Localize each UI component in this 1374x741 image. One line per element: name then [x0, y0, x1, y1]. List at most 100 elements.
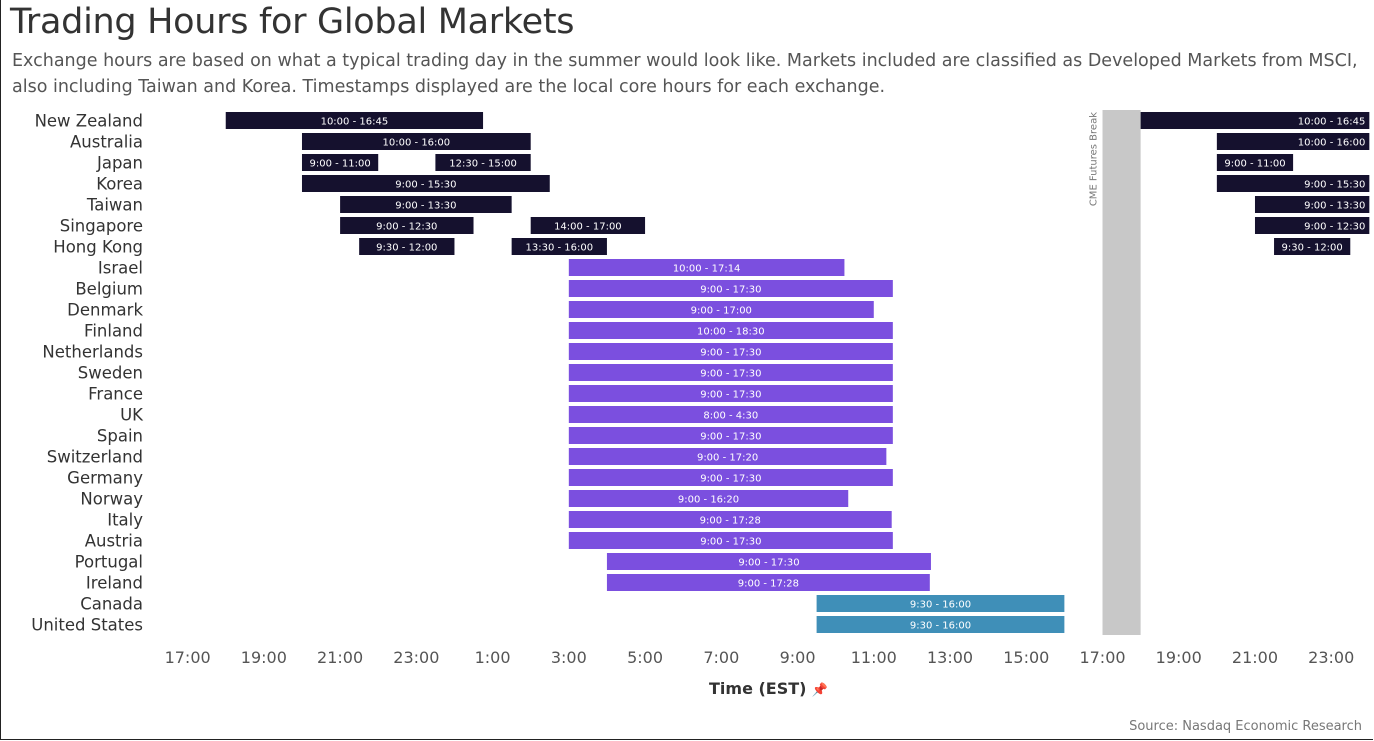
session-bar [301, 154, 379, 171]
session-bar [568, 448, 887, 465]
market-label: United States [31, 616, 143, 635]
session-bar [568, 490, 849, 507]
session-bar [1216, 175, 1370, 192]
session-bar [1254, 196, 1370, 213]
market-label: Switzerland [47, 448, 143, 467]
session-label: 9:00 - 17:30 [700, 369, 761, 380]
chart-title: Trading Hours for Global Markets [10, 2, 575, 42]
session-bar [1216, 133, 1370, 150]
session-bar [568, 259, 845, 276]
cme-break-band [1102, 110, 1141, 635]
session-label: 13:30 - 16:00 [525, 243, 593, 254]
market-label: Singapore [60, 217, 143, 236]
session-label: 10:00 - 16:00 [1298, 138, 1366, 149]
source-note: Source: Nasdaq Economic Research [1129, 719, 1362, 734]
session-bar [359, 238, 455, 255]
market-label: Germany [67, 469, 143, 488]
session-bar [340, 196, 512, 213]
session-label: 9:00 - 11:00 [1224, 159, 1285, 170]
session-bar [568, 343, 893, 360]
x-tick-label: 5:00 [627, 648, 663, 667]
market-label: Italy [107, 511, 143, 530]
session-label: 9:00 - 17:20 [697, 453, 758, 464]
session-label: 9:00 - 11:00 [309, 159, 370, 170]
market-label: Netherlands [42, 343, 143, 362]
market-label: Finland [84, 322, 143, 341]
x-tick-label: 19:00 [1156, 648, 1202, 667]
market-label: New Zealand [35, 112, 143, 131]
market-label: UK [120, 406, 144, 425]
session-label: 9:00 - 13:30 [395, 201, 456, 212]
session-label: 9:00 - 17:28 [738, 579, 799, 590]
session-label: 10:00 - 16:45 [321, 117, 389, 128]
session-label: 12:30 - 15:00 [449, 159, 517, 170]
session-bar [225, 112, 484, 129]
x-tick-label: 23:00 [393, 648, 439, 667]
session-label: 9:00 - 17:00 [691, 306, 752, 317]
session-bar [606, 553, 931, 570]
session-label: 9:30 - 12:00 [1282, 243, 1343, 254]
pin-icon[interactable]: 📌 [811, 683, 828, 698]
session-label: 9:00 - 17:30 [700, 390, 761, 401]
cme-break-label: CME Futures Break [1089, 112, 1100, 206]
session-label: 14:00 - 17:00 [554, 222, 622, 233]
market-label: Canada [80, 595, 143, 614]
session-label: 9:30 - 16:00 [910, 600, 971, 611]
market-label: Austria [85, 532, 143, 551]
session-label: 10:00 - 17:14 [673, 264, 741, 275]
session-label: 9:00 - 17:30 [738, 558, 799, 569]
market-label: Taiwan [86, 196, 143, 215]
session-label: 8:00 - 4:30 [703, 411, 758, 422]
market-label: Hong Kong [53, 238, 143, 257]
session-bar [435, 154, 531, 171]
session-bar [568, 427, 893, 444]
gantt-chart: CME Futures Break New Zealand 10:00 - 16:4… [31, 110, 1370, 667]
session-label: 9:00 - 17:28 [700, 516, 761, 527]
session-bar [568, 364, 893, 381]
session-bar [568, 469, 893, 486]
session-bar [1140, 112, 1370, 129]
market-label: Israel [98, 259, 143, 278]
session-bar [568, 532, 893, 549]
x-tick-label: 13:00 [927, 648, 973, 667]
session-bar [340, 217, 474, 234]
market-label: Spain [97, 427, 143, 446]
x-tick-label: 3:00 [551, 648, 587, 667]
session-bar [568, 511, 892, 528]
market-label: Japan [96, 154, 143, 173]
session-bar [530, 217, 646, 234]
market-label: Sweden [78, 364, 143, 383]
session-label: 9:00 - 17:30 [700, 474, 761, 485]
session-label: 9:00 - 13:30 [1304, 201, 1365, 212]
session-label: 9:00 - 16:20 [678, 495, 739, 506]
market-label: Ireland [86, 574, 143, 593]
x-tick-label: 21:00 [1232, 648, 1278, 667]
session-bar [568, 406, 893, 423]
market-label: France [88, 385, 143, 404]
session-label: 9:00 - 17:30 [700, 432, 761, 443]
session-label: 9:00 - 12:30 [376, 222, 437, 233]
session-label: 9:30 - 16:00 [910, 621, 971, 632]
session-bar [816, 595, 1065, 612]
session-bar [568, 280, 893, 297]
session-label: 9:00 - 17:30 [700, 285, 761, 296]
market-label: Korea [96, 175, 143, 194]
x-tick-label: 1:00 [475, 648, 511, 667]
session-bar [511, 238, 607, 255]
session-bar [568, 301, 874, 318]
session-bar [1254, 217, 1370, 234]
session-bar [1274, 238, 1351, 255]
session-label: 10:00 - 16:00 [383, 138, 451, 149]
x-tick-label: 11:00 [851, 648, 897, 667]
session-bar [606, 574, 930, 591]
market-label: Portugal [75, 553, 143, 572]
session-bar [1216, 154, 1294, 171]
session-bar [568, 385, 893, 402]
session-label: 9:30 - 12:00 [376, 243, 437, 254]
x-tick-label: 17:00 [1079, 648, 1125, 667]
session-label: 9:00 - 15:30 [395, 180, 456, 191]
session-label: 10:00 - 16:45 [1298, 117, 1366, 128]
session-bar [301, 133, 531, 150]
session-label: 9:00 - 12:30 [1304, 222, 1365, 233]
